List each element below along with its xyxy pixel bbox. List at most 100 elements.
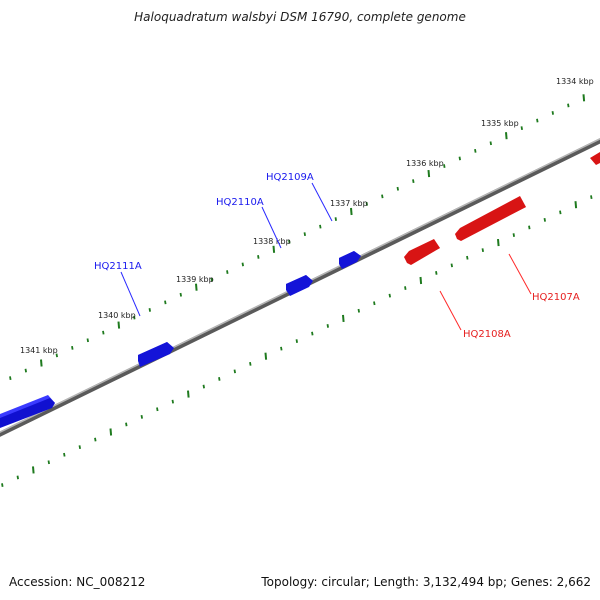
outer-track-tick <box>536 118 539 123</box>
outer-track-tick <box>505 132 508 140</box>
ruler-label-1336: 1336 kbp <box>406 159 444 168</box>
outer-track-tick <box>474 148 477 153</box>
inner-track-tick <box>497 239 500 247</box>
outer-track-tick <box>102 330 105 335</box>
inner-track-tick <box>326 324 329 328</box>
ruler-label-1335: 1335 kbp <box>481 119 519 128</box>
outer-track-tick <box>567 103 570 108</box>
outer-track-tick <box>319 224 322 229</box>
gene-label-hq2107a: HQ2107A <box>532 292 580 303</box>
ruler-label-1341: 1341 kbp <box>20 346 58 355</box>
ruler-label-1338: 1338 kbp <box>253 237 291 246</box>
outer-track-tick <box>427 170 431 178</box>
inner-tick-track <box>1 195 593 487</box>
outer-track-tick <box>9 376 12 381</box>
inner-track-tick <box>264 352 268 360</box>
inner-track-tick <box>543 217 546 222</box>
outer-track-tick <box>381 194 384 199</box>
inner-track-tick <box>435 271 438 275</box>
outer-track-tick <box>226 270 229 274</box>
inner-track-tick <box>16 475 19 480</box>
inner-track-tick <box>218 377 221 381</box>
inner-track-tick <box>78 445 81 450</box>
gene-feature-hq2108a[interactable] <box>404 239 440 265</box>
inner-track-tick <box>512 233 515 237</box>
inner-track-tick <box>32 466 35 474</box>
outer-track-tick <box>164 300 167 305</box>
inner-track-tick <box>94 437 97 442</box>
outer-track-tick <box>520 126 523 131</box>
inner-track-tick <box>388 293 391 298</box>
outer-track-tick <box>334 217 337 221</box>
inner-track-tick <box>450 263 453 268</box>
outer-track-tick <box>412 179 415 184</box>
outer-track-tick <box>148 308 151 312</box>
inner-track-tick <box>574 201 578 209</box>
outer-track-tick <box>551 111 554 115</box>
outer-track-tick <box>458 156 461 161</box>
outer-track-tick <box>179 292 182 297</box>
inner-track-tick <box>47 460 50 465</box>
inner-track-tick <box>311 331 314 336</box>
outer-track-tick <box>86 338 89 343</box>
ruler-labels: 1334 kbp 1335 kbp 1336 kbp 1337 kbp 1338… <box>20 77 594 355</box>
accession-text: Accession: NC_008212 <box>9 575 146 589</box>
outer-track-tick <box>582 94 586 102</box>
inner-track-tick <box>342 314 345 322</box>
outer-track-tick <box>396 186 399 191</box>
genome-summary-text: Topology: circular; Length: 3,132,494 bp… <box>261 575 591 589</box>
inner-track-tick <box>373 301 376 306</box>
outer-track-tick <box>117 321 121 329</box>
inner-track-tick <box>419 276 423 285</box>
gene-feature-hq2111a[interactable] <box>138 342 174 367</box>
outer-track-tick <box>443 164 446 168</box>
inner-track-tick <box>125 422 128 427</box>
gene-feature-hq2110a[interactable] <box>286 275 313 296</box>
gene-leader-lines <box>120 182 532 331</box>
inner-track-tick <box>109 428 113 436</box>
inner-track-tick <box>528 225 531 230</box>
gene-label-hq2109a: HQ2109A <box>266 172 314 183</box>
inner-track-tick <box>1 483 4 487</box>
outer-tick-track <box>9 94 586 381</box>
outer-track-tick <box>71 345 74 350</box>
gene-feature-hq2109a[interactable] <box>339 251 361 269</box>
inner-track-tick <box>481 248 484 253</box>
outer-track-tick <box>210 277 213 282</box>
outer-track-tick <box>257 255 260 259</box>
inner-track-tick <box>140 414 143 419</box>
outer-track-tick <box>195 283 198 291</box>
gene-feature-partial-left[interactable] <box>0 395 55 428</box>
outer-track-tick <box>40 359 43 367</box>
inner-track-tick <box>63 452 66 457</box>
inner-track-tick <box>466 255 469 260</box>
outer-track-tick <box>365 201 368 206</box>
inner-track-tick <box>171 399 174 404</box>
inner-track-tick <box>233 369 236 374</box>
gene-label-hq2111a: HQ2111A <box>94 261 142 272</box>
ruler-label-1334: 1334 kbp <box>556 77 594 86</box>
gene-feature-partial-right[interactable] <box>590 152 600 165</box>
ruler-label-1340: 1340 kbp <box>98 311 136 320</box>
inner-track-tick <box>404 286 407 290</box>
inner-track-tick <box>559 210 562 215</box>
gene-label-hq2108a: HQ2108A <box>463 329 511 340</box>
outer-track-tick <box>55 353 58 358</box>
ruler-label-1337: 1337 kbp <box>330 199 368 208</box>
outer-track-tick <box>241 262 244 267</box>
outer-track-tick <box>303 232 306 237</box>
inner-track-tick <box>357 308 360 313</box>
inner-track-tick <box>295 339 298 343</box>
gene-label-hq2110a: HQ2110A <box>216 197 264 208</box>
inner-track-tick <box>590 195 593 200</box>
inner-track-tick <box>280 346 283 351</box>
outer-track-tick <box>350 207 353 216</box>
ruler-label-1339: 1339 kbp <box>176 275 214 284</box>
outer-track-tick <box>133 315 136 320</box>
map-title: Haloquadratum walsbyi DSM 16790, complet… <box>134 10 466 24</box>
inner-track-tick <box>187 390 190 398</box>
inner-track-tick <box>202 384 205 389</box>
gene-feature-hq2107a[interactable] <box>455 196 526 241</box>
outer-track-tick <box>24 368 27 373</box>
